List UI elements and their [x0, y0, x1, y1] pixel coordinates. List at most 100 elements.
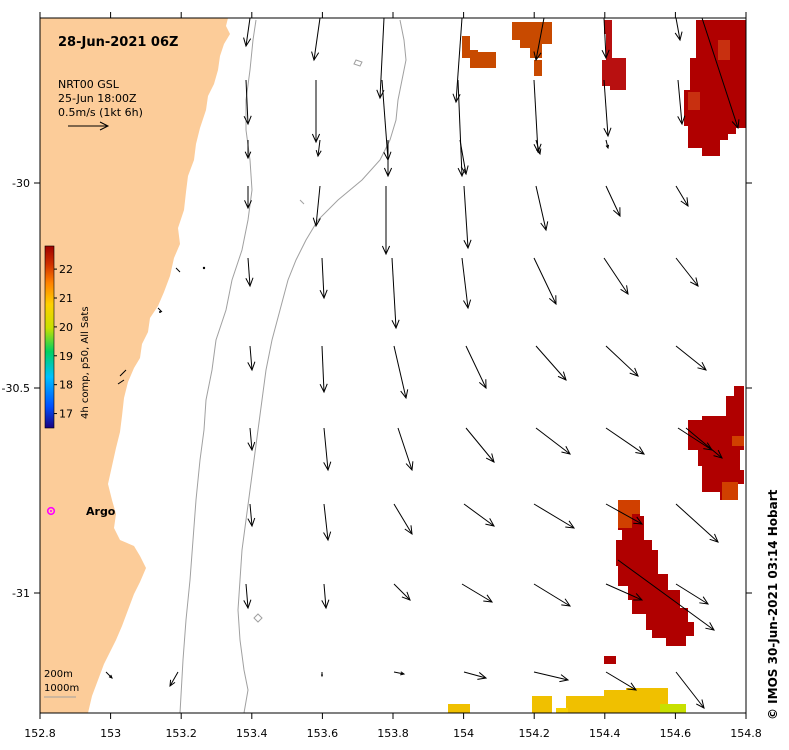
sst-patch-small: [604, 656, 616, 664]
colorbar-tick-label: 18: [59, 379, 73, 392]
current-vector-arrow: [533, 583, 572, 607]
current-vector-arrow: [605, 671, 638, 691]
current-vector-arrow: [323, 503, 332, 542]
argo-marker-icon: [46, 506, 56, 516]
current-vector-arrow: [605, 427, 646, 455]
current-vector-arrow: [677, 79, 686, 126]
current-vector-arrow: [465, 345, 487, 390]
current-vector-arrow: [459, 139, 469, 176]
x-tick-label: 154.4: [589, 727, 621, 740]
x-axis: 152.8 153 153.2 153.4 153.6 153.8 154 154.2 154.…: [24, 12, 762, 740]
current-vector-arrow: [393, 503, 413, 536]
current-vector-arrow: [675, 503, 719, 543]
contour-1000m: [237, 19, 407, 714]
current-vectors: [105, 17, 740, 709]
x-tick-label: 153: [100, 727, 121, 740]
current-vector-arrow: [244, 140, 252, 160]
sst-patch-northeast: [684, 20, 746, 156]
current-vector-arrow: [320, 672, 324, 678]
argo-float: Argo: [46, 505, 116, 518]
current-vector-arrow: [535, 185, 549, 232]
x-tick-label: 153.2: [165, 727, 197, 740]
contour-200m: [179, 19, 257, 714]
sst-patch-yellow: [448, 688, 686, 713]
credit-text: © IMOS 30-Jun-2021 03:14 Hobart: [766, 489, 780, 720]
current-vector-arrow: [383, 140, 393, 178]
current-vector-arrow: [321, 583, 330, 610]
y-axis: -30 -30.5 -31: [2, 177, 752, 600]
current-vector-arrow: [461, 583, 494, 603]
current-vector-arrow: [605, 503, 644, 525]
current-vector-arrow: [391, 257, 400, 330]
reference-scale: 0.5m/s (1kt 6h): [58, 106, 143, 119]
y-tick-label: -31: [12, 587, 30, 600]
current-vector-arrow: [393, 583, 411, 601]
current-vector-arrow: [605, 345, 639, 377]
x-tick-label: 153.6: [307, 727, 339, 740]
bathymetry-contours: [179, 19, 407, 714]
current-vector-arrow: [603, 257, 629, 296]
current-vector-arrow: [247, 345, 256, 372]
current-vector-arrow: [243, 79, 252, 126]
y-tick-label: -30: [12, 177, 30, 190]
colorbar-ticks: 17 18 19 20 21 22: [54, 263, 73, 421]
x-tick-label: 154.6: [660, 727, 692, 740]
current-vector-arrow: [533, 503, 576, 529]
bathymetry-legend: 200m 1000m: [44, 669, 79, 698]
current-vector-arrow: [319, 257, 328, 300]
colorbar-tick-label: 17: [59, 408, 73, 421]
current-vector-arrow: [247, 427, 256, 452]
current-vector-arrow: [463, 185, 472, 250]
current-vector-arrow: [381, 186, 391, 256]
current-vector-arrow: [675, 345, 707, 371]
x-tick-label: 154: [453, 727, 474, 740]
map-plot-area: [39, 17, 747, 714]
colorbar-tick-label: 22: [59, 263, 73, 276]
x-tick-label: 154.2: [518, 727, 550, 740]
current-vector-arrow: [245, 257, 254, 288]
current-vector-arrow: [461, 257, 472, 310]
current-vector-arrow: [605, 583, 644, 601]
current-vector-arrow: [247, 503, 256, 528]
current-vector-arrow: [675, 257, 699, 287]
current-vector-arrow: [465, 427, 495, 463]
current-vector-arrow: [311, 80, 321, 144]
current-vector-arrow: [393, 345, 409, 400]
current-vector-arrow: [105, 671, 113, 679]
current-vector-arrow: [169, 671, 179, 688]
bathymetry-deep-label: 1000m: [44, 683, 79, 694]
current-vector-arrow: [605, 185, 621, 218]
current-vector-arrow: [601, 17, 610, 60]
current-vector-arrow: [393, 671, 406, 676]
colorbar-scale: [44, 245, 55, 429]
current-vector-arrow: [243, 583, 252, 610]
current-vector-arrow: [701, 17, 740, 130]
current-vector-arrow: [311, 17, 321, 62]
reference-date: 25-Jun 18:00Z: [58, 92, 137, 105]
x-tick-label: 152.8: [24, 727, 56, 740]
map-title: 28-Jun-2021 06Z: [58, 35, 178, 50]
current-vector-arrow: [675, 671, 705, 709]
colorbar: 17 18 19 20 21 22 4h comp, p50, All Sats: [44, 245, 91, 429]
current-vector-arrow: [675, 185, 689, 208]
sst-patch-north-2: [462, 36, 496, 68]
reference-source: NRT00 GSL: [58, 78, 120, 91]
x-tick-label: 154.8: [730, 727, 762, 740]
current-vector-arrow: [674, 17, 683, 42]
current-vector-arrow: [397, 427, 414, 472]
colorbar-tick-label: 21: [59, 292, 73, 305]
current-vector-arrow: [685, 427, 723, 459]
bathymetry-shallow-label: 200m: [44, 669, 73, 680]
land-mass: [40, 18, 230, 713]
current-vector-arrow: [535, 345, 567, 381]
y-tick-label: -30.5: [2, 382, 30, 395]
reference-arrow-icon: [68, 121, 110, 131]
current-vector-arrow: [535, 427, 571, 455]
sst-patches: [448, 20, 746, 713]
current-vector-arrow: [675, 583, 710, 605]
current-vector-arrow: [533, 671, 570, 683]
current-vector-arrow: [617, 559, 715, 631]
current-vector-arrow: [533, 257, 557, 306]
current-vector-arrow: [323, 427, 332, 472]
